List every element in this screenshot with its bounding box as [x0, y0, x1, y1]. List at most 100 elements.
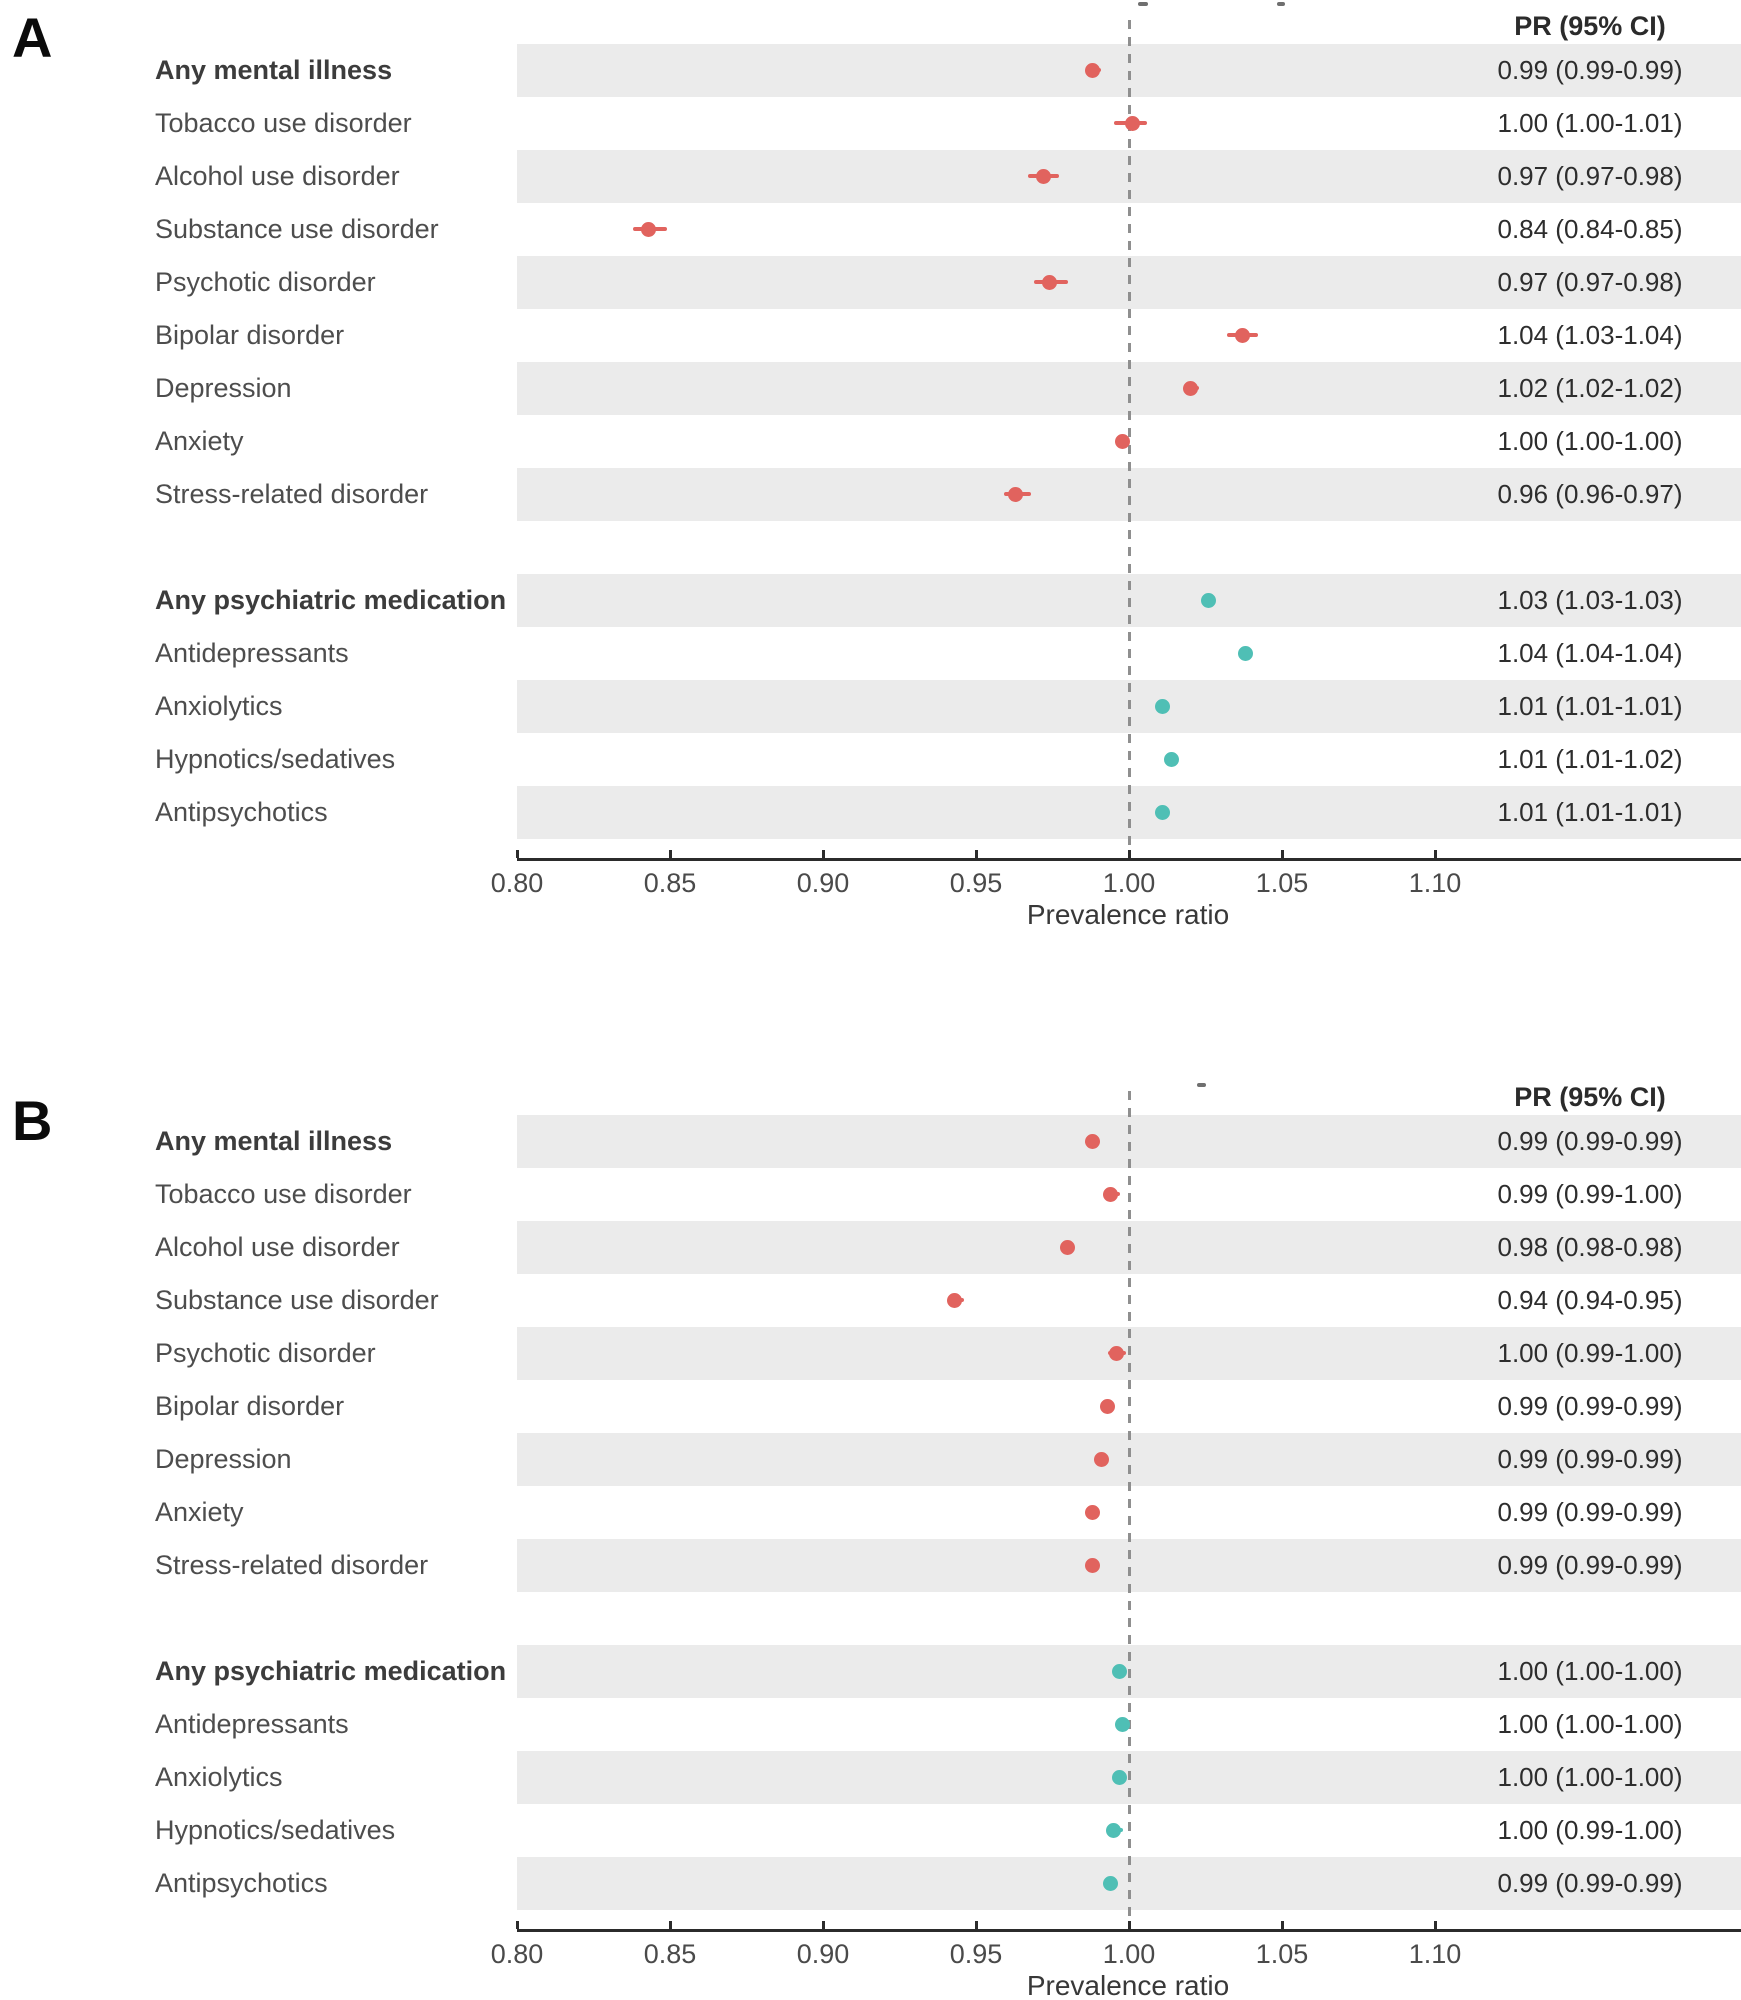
pr-value: 0.99 (0.99-0.99)	[1497, 55, 1683, 85]
row-label: Psychotic disorder	[155, 1338, 376, 1368]
row-label: Any psychiatric medication	[155, 585, 507, 615]
point-estimate-dot	[1035, 168, 1051, 184]
row-label: Bipolar disorder	[155, 1391, 345, 1421]
pr-value: 1.00 (1.00-1.01)	[1497, 108, 1683, 138]
pr-value: 1.01 (1.01-1.01)	[1497, 797, 1683, 827]
crop-artifact-mark	[1138, 2, 1148, 6]
point-estimate-dot	[1182, 380, 1198, 396]
row-label: Depression	[155, 1444, 292, 1474]
axis-tick-mark	[821, 850, 825, 858]
pr-value: 0.99 (0.99-0.99)	[1497, 1126, 1683, 1156]
panel-a: A PR (95% CI) Any mental illness 0.99 (0.…	[0, 0, 1741, 930]
point-estimate-dot	[1100, 1398, 1116, 1414]
row-label: Hypnotics/sedatives	[155, 1815, 396, 1845]
axis-tick-mark	[515, 850, 519, 858]
point-estimate-dot	[641, 221, 657, 237]
axis-tick-mark	[668, 1921, 672, 1929]
row-label: Antipsychotics	[155, 797, 328, 827]
pr-value: 1.02 (1.02-1.02)	[1497, 373, 1683, 403]
pr-value: 0.84 (0.84-0.85)	[1497, 214, 1683, 244]
pr-value: 1.04 (1.04-1.04)	[1497, 638, 1683, 668]
axis-tick-label: 1.10	[1408, 1939, 1462, 1969]
pr-value: 1.00 (0.99-1.00)	[1497, 1815, 1683, 1845]
point-estimate-dot	[1115, 433, 1131, 449]
x-axis-line	[517, 1929, 1741, 1932]
axis-tick-mark	[1127, 850, 1131, 858]
axis-tick-label: 0.80	[490, 868, 544, 898]
axis-tick-label: 0.90	[796, 868, 850, 898]
panel-b-letter: B	[12, 1089, 53, 1152]
row-label: Substance use disorder	[155, 214, 439, 244]
pr-value: 1.00 (0.99-1.00)	[1497, 1338, 1683, 1368]
point-estimate-dot	[1084, 62, 1100, 78]
row-label: Bipolar disorder	[155, 320, 345, 350]
row-label: Anxiolytics	[155, 1762, 283, 1792]
point-estimate-dot	[1234, 327, 1250, 343]
point-estimate-dot	[1084, 1133, 1100, 1149]
point-estimate-dot	[1103, 1875, 1119, 1891]
point-estimate-dot	[1112, 1663, 1128, 1679]
axis-tick-mark	[1433, 1921, 1437, 1929]
axis-tick-label: 0.90	[796, 1939, 850, 1969]
point-estimate-dot	[1112, 1769, 1128, 1785]
axis-tick-label: 0.85	[643, 1939, 697, 1969]
pr-value: 0.99 (0.99-1.00)	[1497, 1179, 1683, 1209]
point-estimate-dot	[1084, 1557, 1100, 1573]
row-label: Any psychiatric medication	[155, 1656, 507, 1686]
point-estimate-dot	[1084, 1504, 1100, 1520]
pr-value: 0.99 (0.99-0.99)	[1497, 1868, 1683, 1898]
dashed-reference-line	[1127, 1091, 1131, 1929]
row-label: Stress-related disorder	[155, 479, 429, 509]
pr-value: 0.97 (0.97-0.98)	[1497, 161, 1683, 191]
pr-value: 0.96 (0.96-0.97)	[1497, 479, 1683, 509]
row-label: Hypnotics/sedatives	[155, 744, 396, 774]
row-label: Antidepressants	[155, 1709, 349, 1739]
axis-tick-mark	[974, 850, 978, 858]
axis-tick-mark	[1280, 1921, 1284, 1929]
axis-tick-label: 1.00	[1102, 1939, 1156, 1969]
row-label: Alcohol use disorder	[155, 1232, 400, 1262]
pr-value: 1.00 (1.00-1.00)	[1497, 1762, 1683, 1792]
axis-tick-mark	[821, 1921, 825, 1929]
pr-value: 0.99 (0.99-0.99)	[1497, 1391, 1683, 1421]
point-estimate-dot	[1155, 804, 1171, 820]
pr-value: 0.99 (0.99-0.99)	[1497, 1550, 1683, 1580]
point-estimate-dot	[1041, 274, 1057, 290]
row-label: Alcohol use disorder	[155, 161, 400, 191]
row-label: Stress-related disorder	[155, 1550, 429, 1580]
pr-value: 0.94 (0.94-0.95)	[1497, 1285, 1683, 1315]
pr-value: 1.04 (1.03-1.04)	[1497, 320, 1683, 350]
crop-artifact-mark	[1277, 2, 1285, 6]
row-label: Tobacco use disorder	[155, 1179, 412, 1209]
axis-tick-label: 1.00	[1102, 868, 1156, 898]
row-label: Any mental illness	[155, 1126, 393, 1156]
axis-tick-mark	[668, 850, 672, 858]
pr-value: 0.99 (0.99-0.99)	[1497, 1444, 1683, 1474]
panel-b: B PR (95% CI) Any mental illness 0.99 (0.…	[0, 1071, 1741, 2000]
row-label: Antidepressants	[155, 638, 349, 668]
panel-a-letter: A	[12, 6, 53, 69]
axis-tick-mark	[1280, 850, 1284, 858]
axis-tick-label: 0.95	[949, 1939, 1003, 1969]
point-estimate-dot	[1155, 698, 1171, 714]
pr-column-header: PR (95% CI)	[1514, 1082, 1666, 1112]
pr-value: 1.00 (1.00-1.00)	[1497, 426, 1683, 456]
axis-tick-label: 0.85	[643, 868, 697, 898]
row-label: Any mental illness	[155, 55, 393, 85]
axis-tick-mark	[1127, 1921, 1131, 1929]
point-estimate-dot	[1093, 1451, 1109, 1467]
row-label: Anxiety	[155, 426, 244, 456]
point-estimate-dot	[947, 1292, 963, 1308]
point-estimate-dot	[1201, 592, 1217, 608]
row-label: Substance use disorder	[155, 1285, 439, 1315]
axis-tick-label: 1.10	[1408, 868, 1462, 898]
axis-tick-label: 1.05	[1255, 868, 1309, 898]
row-label: Psychotic disorder	[155, 267, 376, 297]
x-axis-title: Prevalence ratio	[1026, 1970, 1230, 2000]
axis-tick-label: 0.95	[949, 868, 1003, 898]
point-estimate-dot	[1109, 1345, 1125, 1361]
pr-value: 1.03 (1.03-1.03)	[1497, 585, 1683, 615]
row-label: Anxiolytics	[155, 691, 283, 721]
pr-value: 1.00 (1.00-1.00)	[1497, 1656, 1683, 1686]
